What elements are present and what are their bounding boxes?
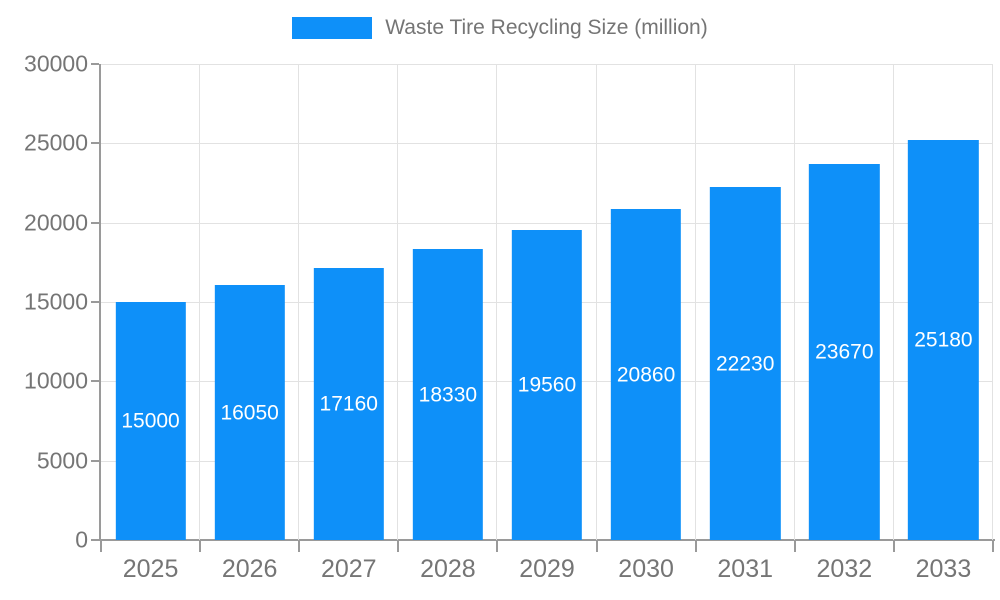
- y-tick: [91, 63, 99, 65]
- bar[interactable]: 25180: [908, 140, 979, 540]
- y-axis-line: [99, 64, 101, 541]
- h-gridline: [101, 222, 993, 224]
- bar[interactable]: 23670: [809, 164, 880, 540]
- h-gridline: [101, 143, 993, 145]
- y-tick-label: 25000: [24, 129, 88, 156]
- v-gridline: [199, 64, 201, 540]
- chart-legend[interactable]: Waste Tire Recycling Size (million): [0, 16, 1000, 40]
- x-tick-label: 2028: [420, 555, 476, 583]
- x-tick: [298, 541, 301, 552]
- x-tick: [595, 541, 598, 552]
- y-tick: [91, 301, 99, 303]
- y-tick: [91, 221, 99, 224]
- x-tick: [694, 541, 697, 552]
- x-tick-label: 2031: [717, 555, 774, 583]
- x-tick: [892, 541, 895, 552]
- legend-swatch-icon: [292, 17, 373, 39]
- y-tick-label: 30000: [24, 50, 88, 77]
- bar[interactable]: 15000: [115, 302, 186, 540]
- category-slot: 20860: [597, 64, 696, 540]
- x-tick-label: 2030: [618, 555, 674, 583]
- category-slot: 23670: [795, 64, 894, 540]
- category-slot: 19560: [497, 64, 596, 540]
- bar-value-label: 20860: [616, 363, 676, 387]
- y-tick-label: 0: [75, 526, 88, 553]
- x-tick-label: 2033: [915, 555, 972, 583]
- category-slot: 17160: [299, 64, 398, 540]
- x-tick-label: 2025: [122, 555, 179, 583]
- x-tick-label: 2027: [320, 555, 377, 583]
- bar[interactable]: 17160: [313, 267, 384, 540]
- v-gridline: [298, 64, 300, 540]
- y-tick-label: 20000: [24, 209, 88, 236]
- x-tick: [992, 541, 994, 552]
- bar[interactable]: 20860: [610, 209, 682, 540]
- legend-label: Waste Tire Recycling Size (million): [385, 16, 708, 39]
- x-tick: [793, 541, 796, 552]
- v-gridline: [793, 64, 795, 540]
- y-tick: [91, 539, 99, 541]
- h-gridline: [101, 64, 993, 65]
- x-tick: [496, 541, 499, 552]
- category-slot: 15000: [101, 64, 200, 540]
- bar-value-label: 16050: [220, 401, 279, 425]
- bar-value-label: 25180: [914, 328, 973, 352]
- x-tick-label: 2026: [221, 555, 278, 583]
- v-gridline: [496, 64, 498, 540]
- category-slot: 22230: [696, 64, 795, 540]
- bar[interactable]: 18330: [412, 249, 484, 540]
- x-tick: [100, 541, 102, 552]
- y-tick: [91, 142, 99, 145]
- y-tick-label: 10000: [24, 367, 88, 394]
- bar-value-label: 19560: [517, 373, 577, 397]
- plot-area: 0 5000 10000 15000 20000 25000 30000 15000 2025 1…: [24, 52, 995, 582]
- bar-value-label: 17160: [319, 392, 378, 416]
- x-tick-label: 2029: [519, 555, 575, 583]
- y-tick-label: 15000: [24, 288, 88, 315]
- category-slot: 16050: [200, 64, 299, 540]
- x-tick: [199, 541, 202, 552]
- v-gridline: [992, 64, 993, 540]
- bar-value-label: 22230: [715, 352, 775, 376]
- category-slot: 25180: [894, 64, 993, 540]
- x-axis-line: [99, 539, 995, 541]
- v-gridline: [892, 64, 894, 540]
- x-tick-label: 2032: [816, 555, 873, 583]
- y-tick: [91, 380, 99, 383]
- bar[interactable]: 19560: [511, 229, 583, 540]
- bar-value-label: 15000: [121, 409, 180, 433]
- y-tick: [91, 459, 99, 462]
- bar-value-label: 23670: [815, 340, 874, 364]
- x-tick: [397, 541, 400, 552]
- v-gridline: [694, 64, 696, 540]
- v-gridline: [595, 64, 597, 540]
- bar[interactable]: 22230: [710, 187, 781, 540]
- v-gridline: [397, 64, 399, 540]
- y-tick-label: 5000: [36, 447, 88, 474]
- category-slot: 18330: [398, 64, 497, 540]
- bar[interactable]: 16050: [214, 285, 285, 540]
- bar-value-label: 18330: [418, 383, 478, 407]
